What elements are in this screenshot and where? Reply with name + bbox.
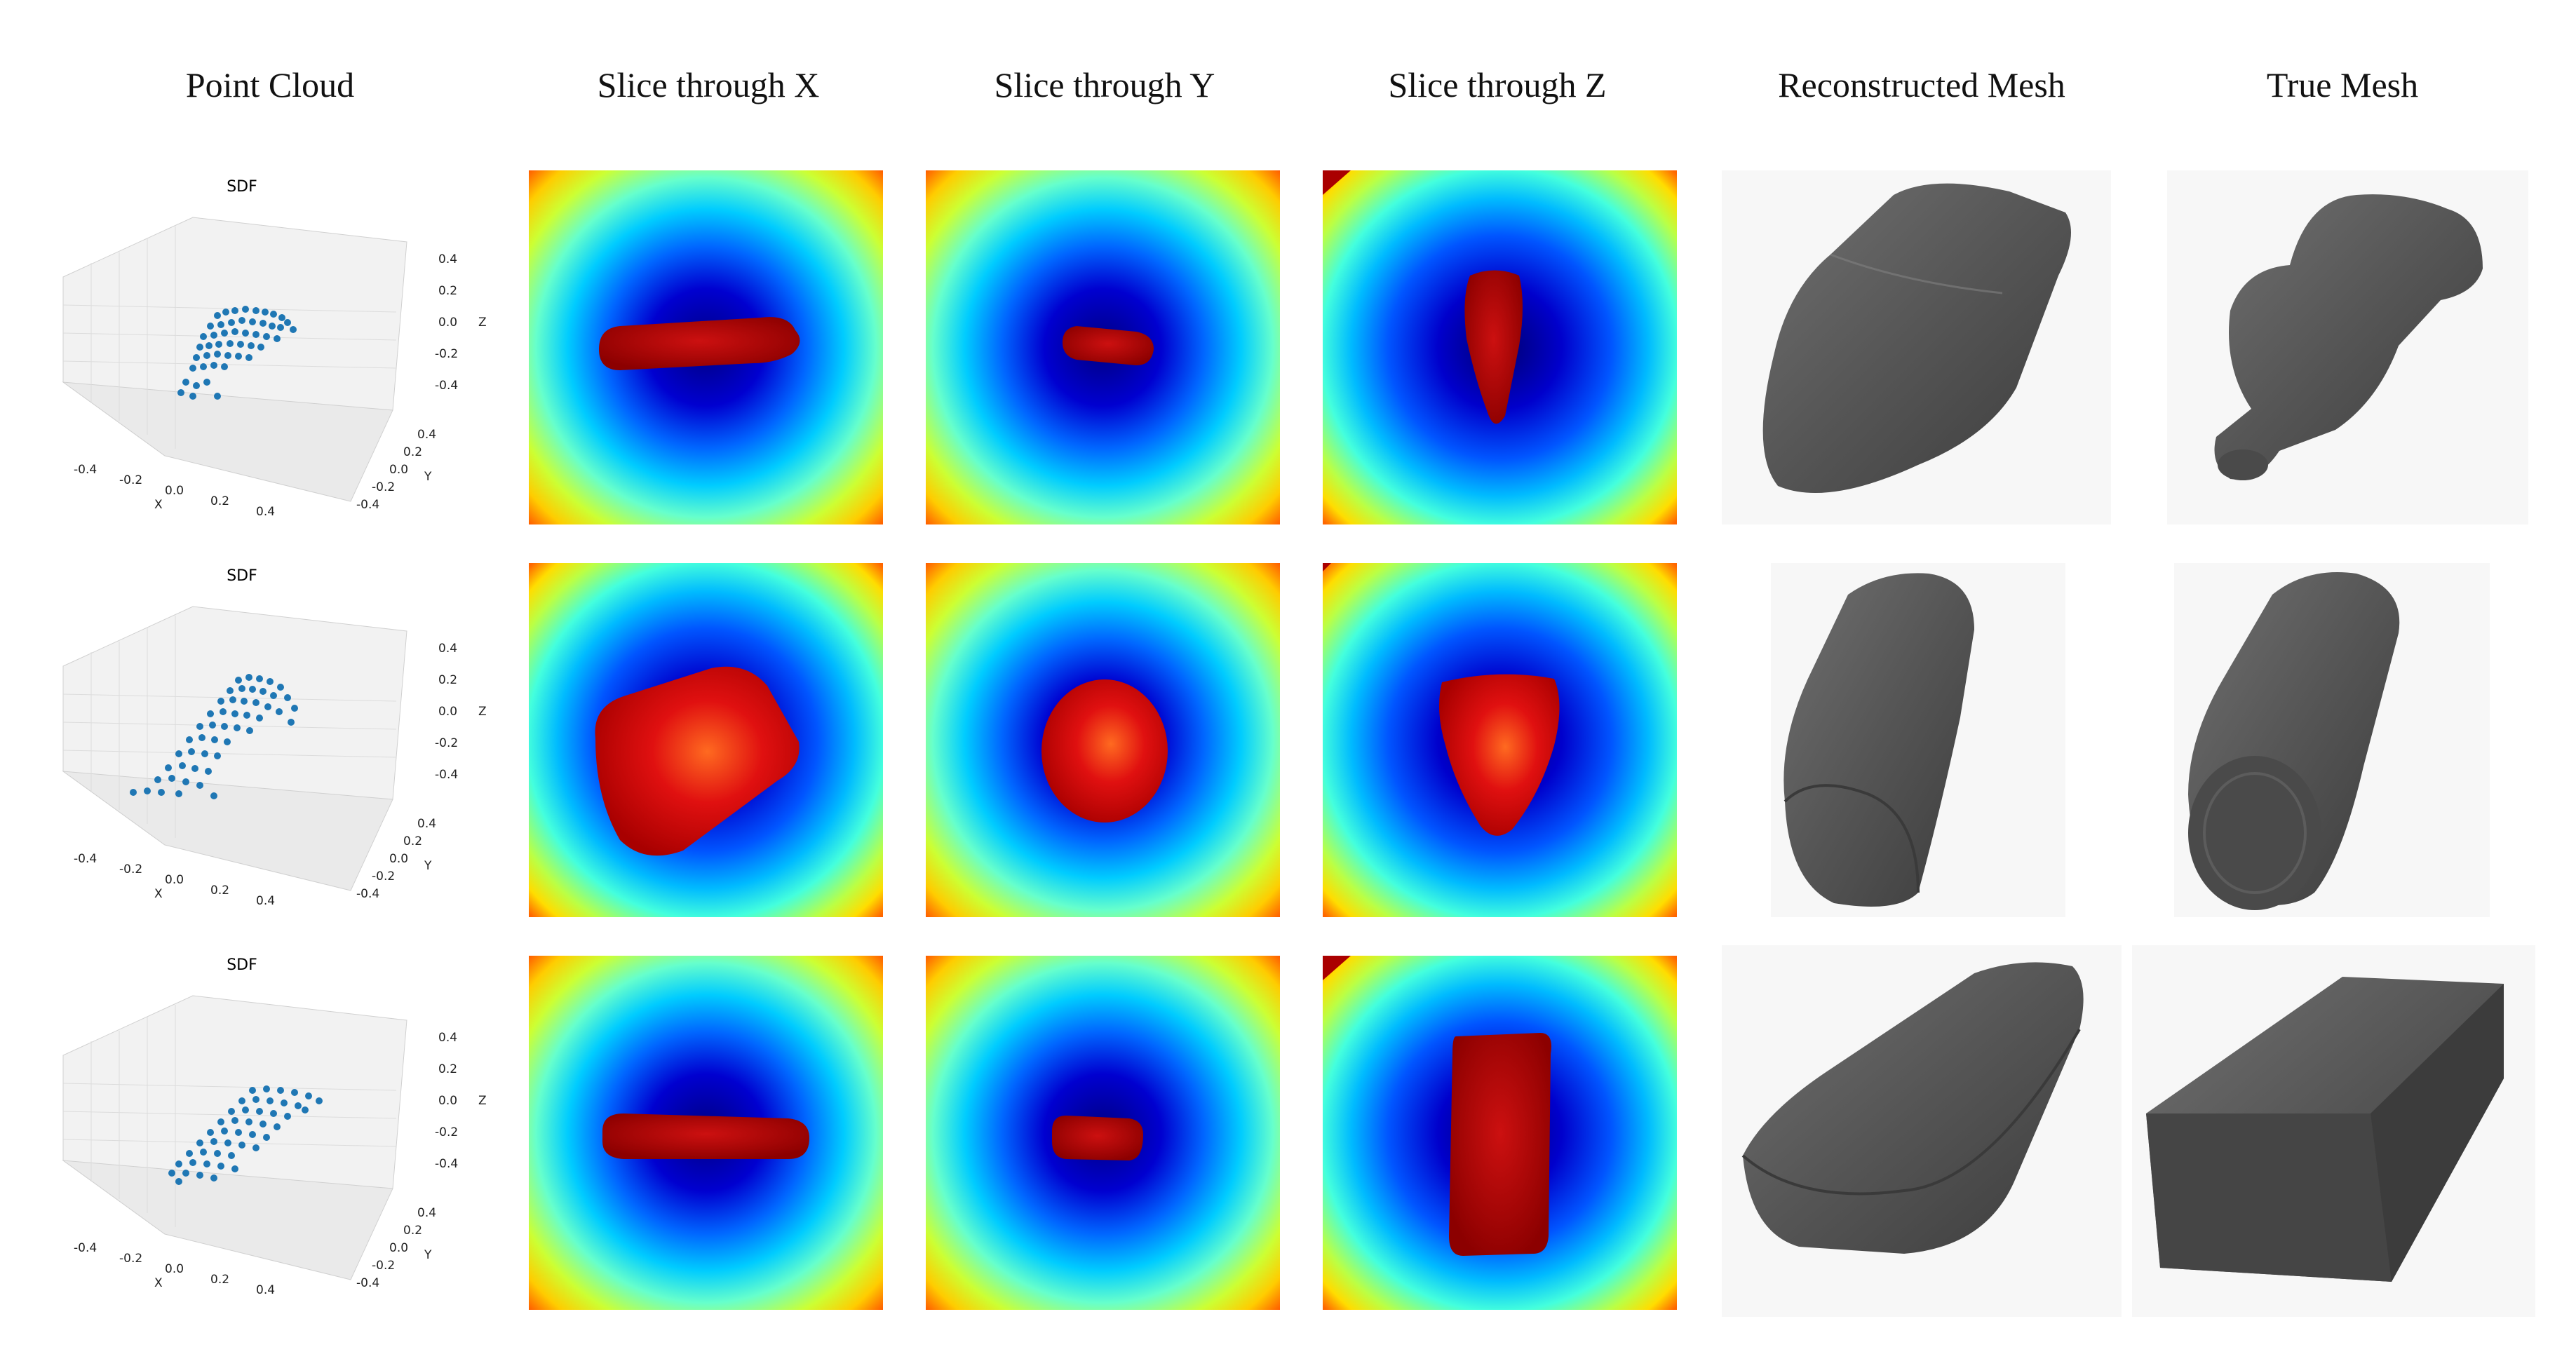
slice-y-row-2: [926, 563, 1280, 917]
z-tick-label: 0.0: [438, 705, 457, 719]
z-axis-label: Z: [478, 1094, 487, 1108]
x-tick-label: -0.2: [119, 862, 142, 876]
y-tick-label: -0.2: [372, 480, 395, 494]
x-tick-label: 0.2: [210, 1273, 229, 1287]
header-slice-x: Slice through X: [597, 65, 820, 104]
reconstructed-mesh-row-1: [1722, 170, 2111, 524]
x-tick-label: 0.4: [256, 1283, 275, 1297]
header-true-mesh: True Mesh: [2266, 65, 2419, 104]
x-tick-label: 0.4: [256, 894, 275, 908]
z-tick-label: 0.2: [438, 284, 457, 298]
y-tick-label: 0.0: [389, 463, 408, 477]
y-tick-label: 0.4: [417, 428, 436, 442]
y-tick-label: 0.0: [389, 1241, 408, 1255]
x-axis-label: X: [154, 887, 163, 901]
slice-y-row-3: [926, 956, 1280, 1310]
y-tick-label: 0.0: [389, 852, 408, 866]
plot-title: SDF: [227, 567, 257, 585]
x-tick-label: -0.2: [119, 1252, 142, 1266]
x-tick-label: -0.4: [74, 1241, 97, 1255]
x-axis-label: X: [154, 498, 163, 512]
plot-title: SDF: [227, 178, 257, 196]
y-tick-label: 0.4: [417, 817, 436, 831]
x-axis-label: X: [154, 1276, 163, 1290]
slice-x-row-1: [529, 170, 883, 524]
z-tick-label: 0.2: [438, 1062, 457, 1076]
true-mesh-row-1: [2167, 170, 2528, 524]
z-tick-label: -0.4: [435, 379, 458, 393]
plot-title: SDF: [227, 956, 257, 974]
z-axis-label: Z: [478, 705, 487, 719]
x-tick-label: 0.4: [256, 505, 275, 519]
z-tick-label: 0.0: [438, 316, 457, 330]
point-cloud-plot-row-1: SDF 0.4 0.2 0.0 -0.2: [42, 172, 505, 536]
x-tick-label: -0.4: [74, 852, 97, 866]
z-tick-label: 0.0: [438, 1094, 457, 1108]
reconstructed-mesh-row-2: [1771, 563, 2065, 917]
slice-z-row-1: [1323, 170, 1677, 524]
y-axis-label: Y: [424, 859, 432, 873]
y-axis-label: Y: [424, 1248, 432, 1262]
z-tick-label: -0.2: [435, 347, 458, 361]
slice-z-row-2: [1323, 563, 1677, 917]
y-tick-label: -0.4: [356, 887, 379, 901]
slice-y-row-1: [926, 170, 1280, 524]
x-tick-label: 0.0: [165, 484, 184, 498]
z-tick-label: 0.4: [438, 1031, 457, 1045]
point-cloud-plot-row-3: SDF 0.4 0.2 0.0 -0.2 -0: [42, 950, 505, 1315]
z-tick-label: -0.2: [435, 736, 458, 750]
x-tick-label: 0.0: [165, 873, 184, 887]
header-slice-z: Slice through Z: [1388, 65, 1607, 104]
y-tick-label: -0.2: [372, 869, 395, 884]
y-tick-label: -0.2: [372, 1259, 395, 1273]
x-tick-label: -0.4: [74, 463, 97, 477]
z-tick-label: -0.4: [435, 768, 458, 782]
true-mesh-row-3: [2132, 945, 2535, 1317]
true-mesh-row-2: [2174, 563, 2490, 917]
slice-z-row-3: [1323, 956, 1677, 1310]
slice-x-row-2: [529, 563, 883, 917]
z-axis-label: Z: [478, 316, 487, 330]
x-tick-label: 0.2: [210, 494, 229, 508]
x-tick-label: 0.2: [210, 884, 229, 898]
header-point-cloud: Point Cloud: [185, 65, 355, 104]
z-tick-label: 0.2: [438, 673, 457, 687]
y-tick-label: 0.2: [403, 1224, 422, 1238]
y-tick-label: -0.4: [356, 1276, 379, 1290]
header-reconstructed-mesh: Reconstructed Mesh: [1778, 65, 2065, 104]
z-tick-label: -0.4: [435, 1157, 458, 1171]
z-tick-label: 0.4: [438, 252, 457, 266]
x-tick-label: -0.2: [119, 473, 142, 487]
header-slice-y: Slice through Y: [994, 65, 1215, 104]
slice-x-row-3: [529, 956, 883, 1310]
y-tick-label: 0.2: [403, 834, 422, 848]
reconstructed-mesh-row-3: [1722, 945, 2122, 1317]
point-cloud-plot-row-2: SDF 0.4 0.2 0.0 -0.2: [42, 561, 505, 926]
y-tick-label: -0.4: [356, 498, 379, 512]
z-tick-label: -0.2: [435, 1125, 458, 1139]
x-tick-label: 0.0: [165, 1262, 184, 1276]
z-tick-label: 0.4: [438, 642, 457, 656]
y-tick-label: 0.4: [417, 1206, 436, 1220]
y-axis-label: Y: [424, 470, 432, 484]
y-tick-label: 0.2: [403, 445, 422, 459]
